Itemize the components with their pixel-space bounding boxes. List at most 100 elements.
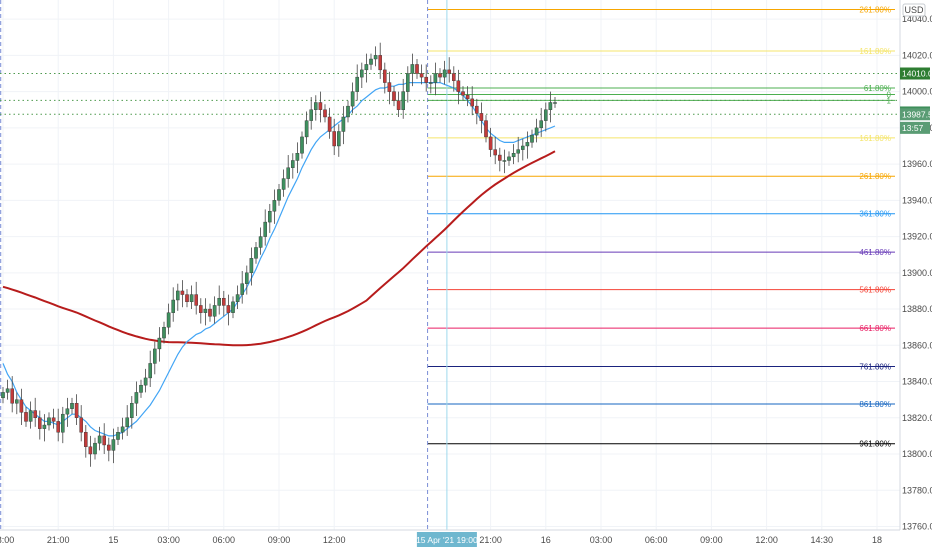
candle-body [33, 410, 37, 418]
candle-body [268, 211, 272, 223]
time-tick-label: 18 [872, 535, 882, 545]
candle-body [507, 156, 511, 161]
fib-level-label: 961.80% [859, 440, 891, 449]
time-tick-label: 12:00 [323, 535, 346, 545]
candle-body [249, 258, 254, 274]
candle-body [244, 272, 249, 284]
candle-body [143, 377, 148, 386]
fib-level-label: 861.80% [859, 400, 891, 409]
fib-level-label: 61.80% [864, 84, 891, 93]
fib-level-label: 0 [887, 91, 892, 100]
candle-body [47, 417, 51, 426]
price-tick-label: 13880.00 [902, 304, 932, 314]
candle-body [291, 160, 295, 168]
candle-body [134, 392, 139, 404]
time-tick-label: 15 [108, 535, 118, 545]
candle-body [235, 294, 240, 303]
time-tick-label: 21:00 [479, 535, 502, 545]
candle-body [553, 102, 557, 104]
fib-level-label: 161.80% [859, 47, 891, 56]
candle-body [1, 392, 5, 399]
candle-body [148, 363, 153, 379]
candle-body [125, 417, 129, 428]
crosshair-time-tag [416, 532, 477, 547]
candle-body [484, 120, 488, 138]
fib-level-label: 161.80% [859, 134, 891, 143]
price-tick-label: 14020.00 [902, 50, 932, 60]
candle-body [387, 82, 392, 92]
candle-body [272, 200, 277, 212]
candle-body [419, 73, 424, 78]
currency-badge [902, 3, 926, 17]
candle-body [364, 64, 369, 71]
fib-level-label: 661.80% [859, 324, 891, 333]
candle-body [346, 105, 350, 118]
candle-body [502, 160, 507, 162]
candle-body [498, 154, 502, 161]
slow-moving-average-line [2, 150, 556, 347]
candle-body [277, 189, 281, 201]
price-tag [900, 67, 930, 80]
time-tick-label: 06:00 [645, 535, 668, 545]
candle-body [309, 109, 314, 121]
candle-body [56, 421, 60, 433]
candle-body [70, 403, 74, 409]
candlestick-series [1, 42, 557, 467]
candle-body [217, 297, 222, 306]
candle-body [152, 348, 157, 364]
fib-level-label: 561.80% [859, 286, 891, 295]
candle-body [185, 294, 189, 303]
candle-body [465, 95, 470, 100]
candle-body [493, 149, 498, 156]
candle-body [19, 399, 24, 413]
candle-body [452, 73, 456, 81]
price-tick-label: 13760.00 [902, 522, 932, 532]
price-tags: 14010.0013988.5013987.5013:57 [900, 67, 932, 134]
candle-body [373, 55, 378, 60]
candle-body [429, 82, 433, 84]
candle-body [318, 102, 323, 110]
candle-body [295, 153, 300, 161]
time-tick-label: 21:00 [47, 535, 70, 545]
candle-body [240, 283, 245, 295]
candle-body [111, 439, 116, 451]
candle-body [406, 73, 410, 92]
price-tag-label: 14010.00 [902, 69, 932, 79]
candle-body [456, 80, 461, 92]
fib-level-label: 261.80% [859, 172, 891, 181]
candle-body [180, 290, 185, 295]
candle-body [424, 76, 429, 83]
candle-body [88, 446, 93, 455]
price-axis-background [900, 0, 932, 550]
candle-body [263, 221, 268, 237]
price-tick-label: 13940.00 [902, 195, 932, 205]
candle-body [258, 236, 263, 248]
candle-body [171, 299, 176, 313]
candle-body [139, 384, 143, 393]
candle-body [5, 388, 10, 393]
candle-body [106, 444, 111, 451]
time-tick-label: 14:30 [811, 535, 834, 545]
candle-body [281, 178, 286, 190]
vertical-markers [0, 0, 448, 530]
price-axis: 13760.00 13780.00 13800.00 13820.00 13840.00… [899, 0, 932, 550]
candle-body [534, 127, 539, 136]
candle-body [327, 116, 332, 132]
candle-body [530, 134, 534, 143]
candle-body [175, 290, 180, 301]
time-tick-label: 18:00 [0, 535, 14, 545]
candle-body [208, 308, 212, 317]
candle-body [304, 120, 309, 138]
candle-body [83, 432, 88, 447]
candle-body [38, 417, 42, 429]
candle-body [61, 413, 65, 433]
candle-body [525, 142, 530, 147]
price-tick-label: 14000.00 [902, 87, 932, 97]
fib-level-label: 1 [887, 96, 892, 105]
candle-body [286, 167, 291, 179]
candle-body [254, 247, 258, 259]
candle-body [74, 403, 79, 418]
currency-label: USD [904, 5, 924, 15]
candle-body [189, 294, 194, 303]
